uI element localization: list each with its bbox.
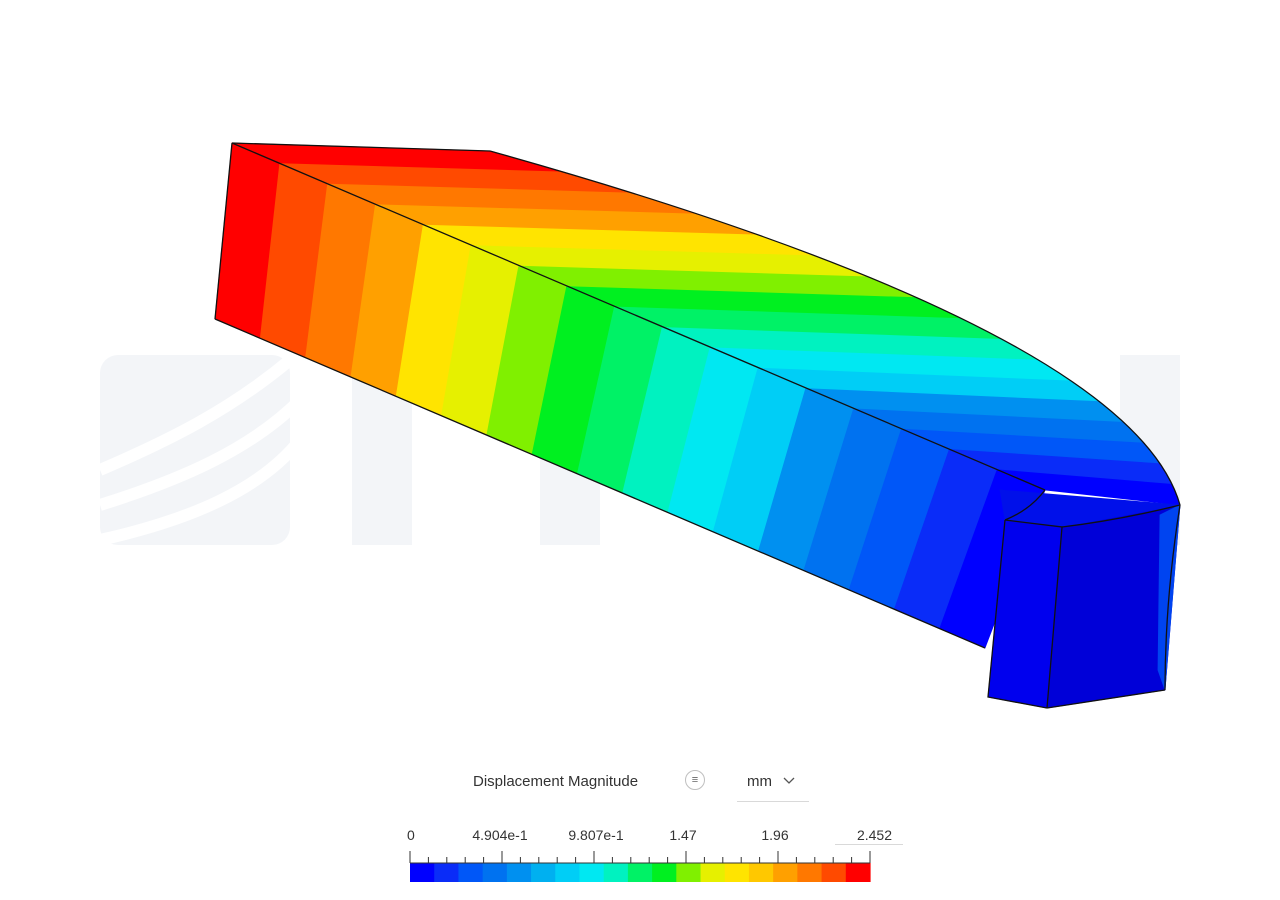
color-scale-segment xyxy=(482,863,508,882)
top-back-curve xyxy=(489,150,1181,506)
color-scale-segment xyxy=(748,863,774,882)
color-scale-segment xyxy=(506,863,532,882)
color-scale-segment xyxy=(821,863,847,882)
color-scale-segment xyxy=(555,863,581,882)
color-scale-segment xyxy=(845,863,871,882)
color-scale-segment xyxy=(797,863,823,882)
tick-label-4: 1.96 xyxy=(761,827,789,843)
end-top-edge xyxy=(1061,504,1181,528)
max-value-underline xyxy=(835,844,903,845)
front-bottom-edge xyxy=(214,318,986,649)
legend-header: Displacement Magnitude ≡ mm xyxy=(380,770,920,802)
end-right-edge xyxy=(1164,504,1181,691)
result-legend: Displacement Magnitude ≡ mm 0 4.904e-1 9… xyxy=(380,760,920,890)
color-scale-segment xyxy=(676,863,702,882)
end-bottom-edge xyxy=(1046,689,1166,709)
color-scale-segment xyxy=(627,863,653,882)
color-scale-segment xyxy=(652,863,677,882)
displacement-result-model[interactable] xyxy=(0,0,1280,740)
color-scale-segment xyxy=(700,863,726,882)
color-scale-bar xyxy=(409,851,871,882)
inner-curve-edge xyxy=(1004,489,1046,521)
color-scale-segment xyxy=(603,863,629,882)
tick-label-1: 4.904e-1 xyxy=(472,827,528,843)
list-icon[interactable]: ≡ xyxy=(685,770,705,790)
tick-label-2: 9.807e-1 xyxy=(568,827,624,843)
3d-viewport[interactable] xyxy=(0,0,1280,740)
unit-value: mm xyxy=(747,773,772,790)
color-scale-segment xyxy=(579,863,605,882)
tick-label-0: 0 xyxy=(407,827,415,843)
end-face-edges-left xyxy=(987,519,1048,709)
color-scale-segment xyxy=(410,863,435,882)
left-vertical-edge xyxy=(214,142,233,320)
top-back-edge xyxy=(231,142,491,152)
color-scale-segment xyxy=(458,863,484,882)
color-scale-segment xyxy=(773,863,798,882)
unit-dropdown[interactable]: mm xyxy=(737,770,809,802)
color-scale-segment xyxy=(724,863,750,882)
color-scale-segment xyxy=(531,863,556,882)
tick-label-3: 1.47 xyxy=(669,827,697,843)
tick-label-5: 2.452 xyxy=(856,827,892,843)
color-scale-segment xyxy=(434,863,460,882)
legend-title: Displacement Magnitude xyxy=(473,773,639,790)
front-top-edge xyxy=(231,142,1046,491)
chevron-down-icon xyxy=(783,777,795,784)
